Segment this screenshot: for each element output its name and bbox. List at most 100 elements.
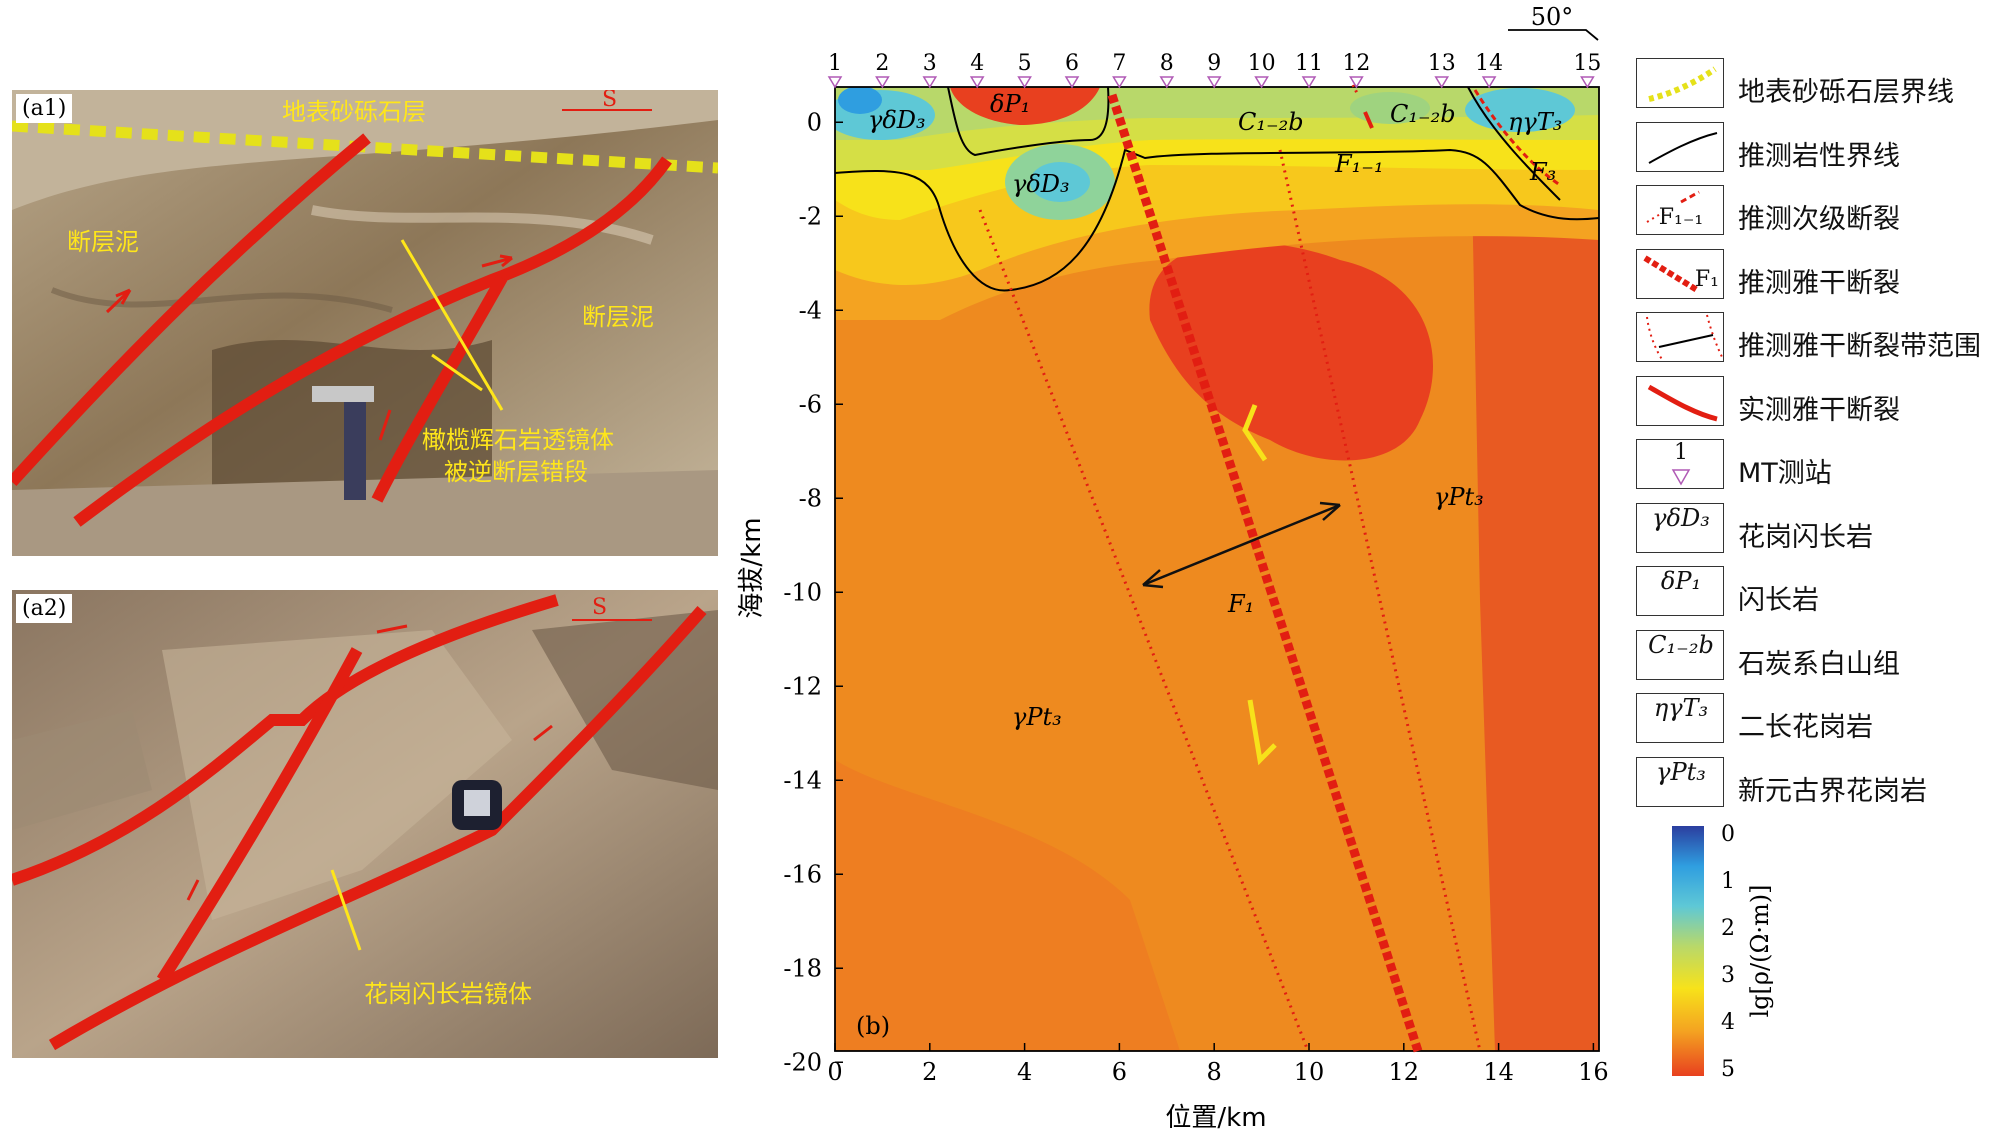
- photo-a1: 地表砂砾石层 断层泥 断层泥 橄榄辉石岩透镜体 被逆断层错段 S (a1): [7, 87, 719, 556]
- y-tick-label: -4: [799, 296, 822, 324]
- legend-item: 地表砂砾石层界线: [1636, 58, 1986, 114]
- photo-a2-image: 花岗闪长岩镜体 S: [10, 590, 718, 1058]
- legend-symbol: C₁₋₂b: [1636, 629, 1724, 680]
- station-label: 4: [970, 51, 984, 76]
- y-tick-label: -2: [799, 202, 822, 230]
- station-marker: [1481, 76, 1497, 89]
- photo-a1-tag: (a1): [16, 94, 73, 123]
- plot-frame: [834, 86, 1600, 1052]
- secondary-fault: [1363, 111, 1374, 129]
- legend-label: 地表砂砾石层界线: [1738, 77, 1954, 108]
- dip-indicator: [1508, 29, 1599, 41]
- lithology-boundary: [1467, 86, 1561, 201]
- photo-a1-label-offset: 被逆断层错段: [444, 458, 588, 486]
- legend-symbol: 1: [1636, 439, 1724, 489]
- station-marker: [1349, 76, 1364, 89]
- legend-label: 二长花岗岩: [1738, 712, 1873, 743]
- fault-line: [7, 133, 371, 487]
- fault-line: [73, 156, 672, 527]
- station-label: 5: [1018, 51, 1032, 76]
- unit-label-gPt3: γPt₃: [1012, 703, 1062, 731]
- legend-symbol: [1636, 375, 1724, 426]
- station-label: 13: [1428, 51, 1456, 76]
- unit-label-F3: F₃: [1529, 158, 1556, 186]
- fault-zone-arrow: [1142, 503, 1341, 587]
- legend-symbol: [1636, 58, 1724, 108]
- station-label: 11: [1295, 51, 1323, 76]
- colorbar-label: lg[ρ/(Ω·m)]: [1746, 885, 1774, 1018]
- lithology-boundary: [947, 86, 1110, 157]
- station-marker: [1301, 76, 1317, 89]
- station-marker: [1254, 76, 1269, 89]
- station-marker: [1112, 76, 1127, 89]
- station-label: 9: [1207, 51, 1221, 76]
- x-tick-label: 14: [1483, 1058, 1514, 1086]
- x-axis-ticks: 0 2 4 6 8 10 12 14 16: [827, 1043, 1609, 1086]
- x-axis-label: 位置/km: [1165, 1103, 1266, 1133]
- y-tick-label: -12: [783, 672, 822, 700]
- station-label: 14: [1475, 51, 1503, 76]
- legend-item: C₁₋₂b 石炭系白山组: [1636, 629, 1986, 686]
- legend-symbol: F₁: [1636, 248, 1724, 299]
- legend-symbol: [1636, 312, 1724, 362]
- station-marker: [1434, 76, 1450, 89]
- colorbar-ticks: 0 1 2 3 4 5: [1721, 822, 1735, 1082]
- photo-a1-direction: S: [602, 90, 617, 112]
- resistivity-field: [835, 87, 1599, 1051]
- y-tick-label: -8: [799, 484, 822, 512]
- legend-item: δP₁ 闪长岩: [1636, 566, 1986, 622]
- station-label: 3: [923, 51, 937, 76]
- photo-a2-tag: (a2): [16, 594, 73, 623]
- colorbar-tick-label: 5: [1721, 1057, 1735, 1082]
- colorbar-tick-label: 3: [1721, 963, 1735, 988]
- unit-label-ngT3: ηγT₃: [1508, 108, 1562, 136]
- legend-symbol: γδD₃: [1636, 502, 1724, 553]
- y-tick-label: -6: [799, 390, 822, 418]
- lithology-boundary: [834, 148, 1600, 292]
- photo-a1-label-gouge: 断层泥: [582, 303, 654, 331]
- legend-item: 1 MT测站: [1636, 439, 1986, 495]
- unit-label-C12b: C₁₋₂b: [1390, 100, 1456, 128]
- fault-line: [48, 606, 707, 1051]
- unit-label-gdD3: γδD₃: [868, 106, 926, 134]
- legend-item: F₁₋₁ 推测次级断裂: [1636, 185, 1986, 241]
- legend-item: ηγT₃ 二长花岗岩: [1636, 693, 1986, 749]
- slip-arrow: [1242, 404, 1268, 462]
- mt-stations: 1 2 3 4 5 6 7 8 9 10 11 12 13 14 15: [827, 51, 1601, 89]
- station-label: 6: [1065, 51, 1079, 76]
- colorbar-tick-label: 4: [1721, 1010, 1735, 1035]
- photo-a2-direction: S: [592, 595, 607, 620]
- station-label: 8: [1160, 51, 1174, 76]
- station-marker: [1580, 76, 1595, 89]
- station-label: 12: [1342, 51, 1370, 76]
- legend-label: 实测雅干断裂: [1738, 394, 1900, 426]
- panel-tag-b: (b): [856, 1012, 890, 1040]
- y-tick-label: -14: [783, 766, 822, 794]
- x-tick-label: 4: [1017, 1058, 1032, 1086]
- x-tick-label: 2: [922, 1058, 937, 1086]
- x-tick-label: 16: [1578, 1058, 1609, 1086]
- x-tick-label: 10: [1294, 1058, 1325, 1086]
- unit-label-dP1: δP₁: [990, 90, 1030, 118]
- legend-label: 推测雅干断裂: [1738, 267, 1900, 299]
- station-label: 2: [875, 51, 889, 76]
- photo-a1-label-gouge: 断层泥: [67, 228, 139, 256]
- fault-line: [10, 594, 559, 886]
- station-marker: [1017, 76, 1032, 89]
- colorbar-tick-label: 1: [1721, 869, 1735, 894]
- y-tick-label: -10: [783, 578, 822, 606]
- legend-label: MT测站: [1738, 458, 1832, 489]
- unit-label-C12b: C₁₋₂b: [1238, 108, 1304, 136]
- fault-label-F1: F₁: [1227, 590, 1254, 618]
- legend-symbol: δP₁: [1636, 566, 1724, 616]
- station-marker: [1206, 76, 1222, 89]
- legend-symbol: ηγT₃: [1636, 693, 1724, 743]
- photo-a2-label-lens: 花岗闪长岩镜体: [364, 980, 532, 1008]
- station-label: 10: [1248, 51, 1276, 76]
- photo-a1-label-gravel: 地表砂砾石层: [282, 98, 426, 126]
- legend-label: 闪长岩: [1738, 585, 1819, 616]
- colorbar: [1672, 826, 1704, 1076]
- station-marker: [1159, 76, 1175, 89]
- y-tick-label: 0: [807, 108, 822, 136]
